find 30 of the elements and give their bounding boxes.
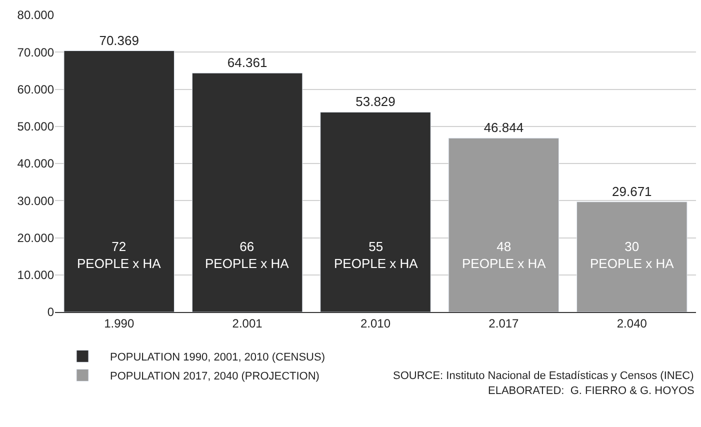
y-tick-label: 40.000 <box>17 156 54 171</box>
annotation: 30 PEOPLE x HA <box>590 239 674 271</box>
data-label: 46.844 <box>484 120 524 136</box>
data-label: 53.829 <box>356 94 396 110</box>
y-tick-label: 50.000 <box>17 120 54 134</box>
y-tick-label: 0 <box>47 305 54 320</box>
data-label: 29.671 <box>612 184 652 199</box>
annotation: 66 PEOPLE x HA <box>205 239 290 271</box>
annotation: 72 PEOPLE x HA <box>77 239 162 271</box>
annotation: 48 PEOPLE x HA <box>462 239 546 271</box>
x-tick-label: 1.990 <box>104 316 134 330</box>
x-tick-label: 2.017 <box>488 316 520 330</box>
bar <box>576 202 688 312</box>
annotation: 55 PEOPLE x HA <box>334 239 418 271</box>
x-tick-label: 2.010 <box>360 316 391 330</box>
y-tick-label: 10.000 <box>17 268 54 282</box>
x-tick-label: 2.040 <box>616 316 648 330</box>
y-tick-label: 30.000 <box>17 194 54 208</box>
legend-label: POPULATION 1990, 2001, 2010 (CENSUS) <box>110 351 326 364</box>
y-tick-label: 60.000 <box>17 82 54 96</box>
legend-label: POPULATION 2017, 2040 (PROJECTION) <box>110 370 320 382</box>
y-tick-label: 80.000 <box>17 8 54 22</box>
x-tick-label: 2.001 <box>232 316 263 330</box>
y-tick-label: 70.000 <box>17 45 54 60</box>
text: ELABORATED: G. FIERRO & G. HOYOS <box>488 385 694 397</box>
y-tick-label: 20.000 <box>17 230 54 245</box>
data-label: 70.369 <box>99 32 139 48</box>
bar <box>448 138 560 312</box>
data-label: 64.361 <box>227 55 268 70</box>
source-note: SOURCE: Instituto Nacional de Estadísticas y Censos (INEC) <box>393 370 694 382</box>
